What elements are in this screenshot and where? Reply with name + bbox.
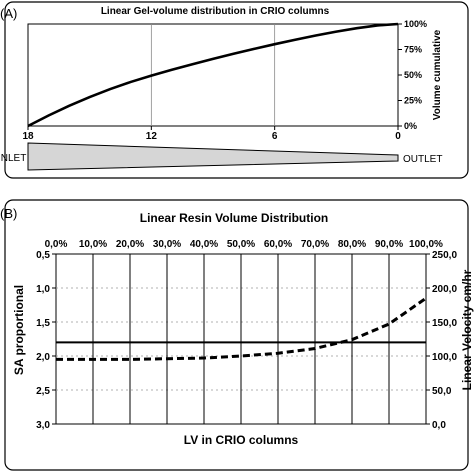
x-tick-label-b: 60,0% [264,239,292,250]
chart-b-y2label: Linear Velocity cm/hr [460,269,474,390]
y-tick-label-b: 2,5 [36,386,50,397]
x-tick-label-b: 40,0% [190,239,218,250]
y-tick-label-b: 2,0 [36,352,50,363]
y2-tick-label-b: 100,0 [432,352,457,363]
plot-area-a [27,23,399,127]
y2-tick-label-b: 150,0 [432,318,457,329]
x-tick-label-a: 12 [146,131,158,142]
linear-velocity-series [56,296,427,361]
chart-a-plot: 18 12 6 00% 25% 50% 75% 100% Volume cumulative [22,19,443,142]
inlet-label: INLET [0,153,26,164]
y2-tick-label-b: 50,0 [432,386,452,397]
chart-b-xlabel: LV in CRIO columns [184,433,299,447]
y-tick-label-b: 0,5 [36,250,50,261]
panel-a-label: (A) [0,6,17,21]
y2-tick-label-b: 200,0 [432,284,457,295]
x-tick-label-b: 50,0% [227,239,255,250]
x-tick-label-b: 30,0% [153,239,181,250]
y-tick-label-a: 100% [404,19,427,29]
x-tick-label-b: 90,0% [375,239,403,250]
y-tick-label-a: 50% [404,70,422,80]
x-tick-label-b: 20,0% [116,239,144,250]
x-tick-label-a: 0 [395,131,401,142]
chart-a-ylabel: Volume cumulative [432,29,443,120]
y2-tick-label-b: 250,0 [432,250,457,261]
outlet-label: OUTLET [403,154,442,165]
x-tick-label-a: 18 [22,131,34,142]
x-tick-label-b: 100,0% [409,239,443,250]
series-line-a [27,22,399,128]
chart-b-ylabel: SA proportional [12,285,26,375]
y2-tick-label-b: 0,0 [432,420,446,431]
chart-b-title: Linear Resin Volume Distribution [140,211,328,225]
y-tick-label-a: 75% [404,45,422,55]
y-tick-label-b: 3,0 [36,420,50,431]
x-tick-label-b: 80,0% [338,239,366,250]
x-tick-label-b: 0,0% [45,239,68,250]
y-tick-label-b: 1,0 [36,284,50,295]
x-tick-label-b: 70,0% [301,239,329,250]
y-tick-label-a: 25% [404,96,422,106]
column-taper [27,142,399,171]
chart-b-plot: 0,0% 10,0% 20,0% 30,0% 40,0% 50,0% 60,0% 70,0% 8… [36,239,457,431]
y-tick-label-b: 1,5 [36,318,50,329]
panel-b-label: (B) [0,206,17,221]
chart-a-title: Linear Gel-volume distribution in CRIO c… [101,6,330,17]
x-tick-label-a: 6 [272,131,278,142]
x-tick-label-b: 10,0% [79,239,107,250]
y-tick-label-a: 0% [404,121,417,131]
